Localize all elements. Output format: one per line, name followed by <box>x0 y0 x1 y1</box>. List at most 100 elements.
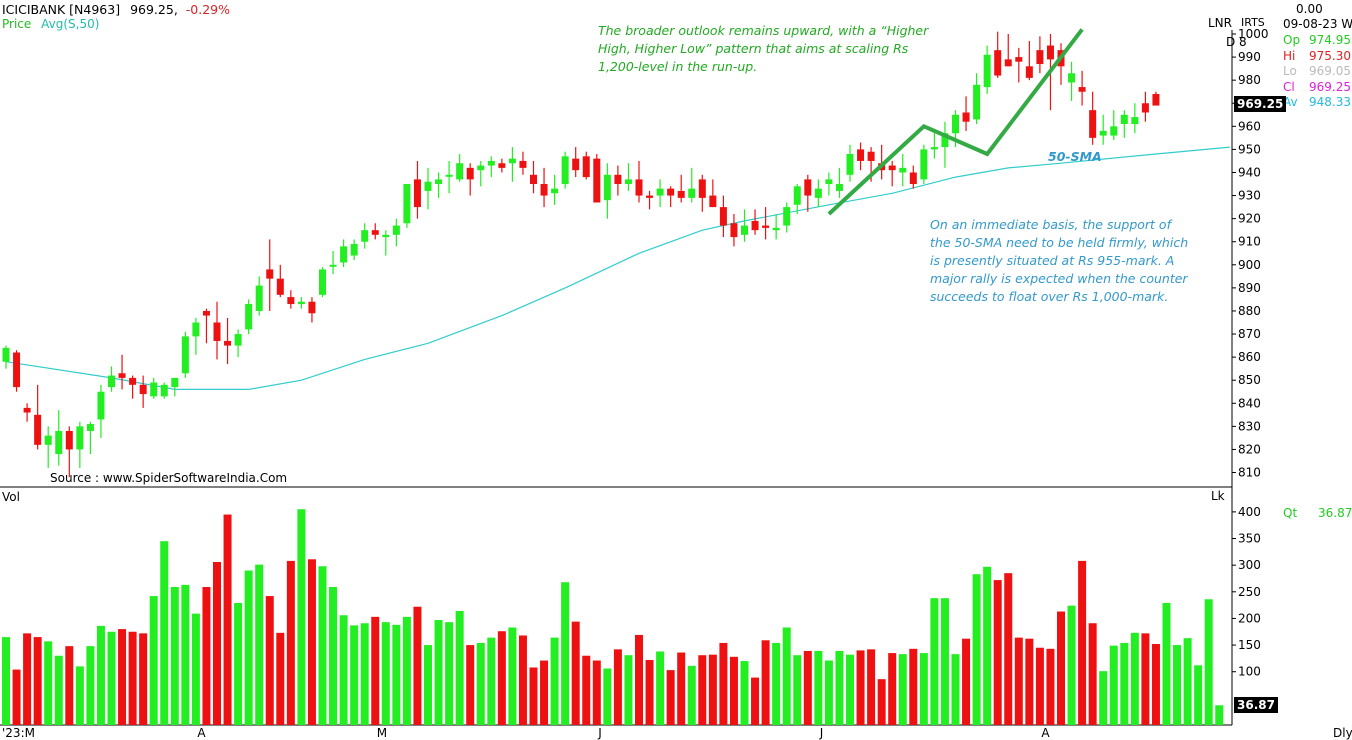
volume-tick-label: 200 <box>1238 611 1261 625</box>
candle-body <box>435 179 443 185</box>
candle-body <box>361 230 369 242</box>
candle-body <box>530 174 537 185</box>
candle-body <box>614 174 622 185</box>
avg-legend: Avg(S,50) <box>41 17 100 31</box>
volume-bar <box>1141 633 1150 725</box>
volume-tick-label: 150 <box>1238 638 1261 652</box>
volume-bar <box>413 606 422 725</box>
volume-tick-label: 350 <box>1238 532 1261 546</box>
candle-body <box>382 234 390 238</box>
candle-body <box>762 225 770 228</box>
volume-tick-label: 100 <box>1238 665 1261 679</box>
candle-body <box>1141 103 1149 113</box>
d8-label: D 8 <box>1226 35 1247 49</box>
candle-body <box>952 114 959 134</box>
volume-bar <box>698 655 707 725</box>
candle-body <box>44 435 52 445</box>
candle-body <box>667 188 675 196</box>
volume-bar <box>1099 671 1108 725</box>
candle-body <box>741 225 748 235</box>
candle-body <box>930 147 938 150</box>
candle-body <box>677 190 685 198</box>
volume-bar <box>592 660 601 725</box>
candle-body <box>1025 66 1033 78</box>
volume-bar <box>930 598 939 725</box>
volume-bar <box>656 651 665 725</box>
candle-body <box>1004 59 1012 67</box>
volume-bar <box>951 654 960 725</box>
volume-bar <box>23 633 32 725</box>
candle-body <box>424 181 432 191</box>
candle-body <box>804 179 812 196</box>
volume-bar <box>276 632 285 725</box>
volume-bar <box>318 566 327 725</box>
volume-bar <box>940 598 949 725</box>
volume-bar <box>751 677 760 725</box>
volume-bar <box>677 652 686 725</box>
volume-bar <box>107 631 116 725</box>
candle-body <box>1046 45 1054 60</box>
volume-bar <box>1109 645 1118 725</box>
sma-line <box>5 146 1230 390</box>
volume-bar <box>265 596 274 725</box>
candle-body <box>899 167 907 173</box>
volume-bar <box>708 654 717 725</box>
volume-bar <box>761 640 770 725</box>
candle-body <box>994 50 1002 76</box>
volume-bar <box>1194 665 1203 725</box>
candle-body <box>835 184 843 191</box>
volume-bar <box>244 570 253 725</box>
qt-label: Qt <box>1283 506 1298 520</box>
candle-body <box>635 179 643 196</box>
volume-bar <box>434 620 443 725</box>
ohlc-label: Op <box>1283 33 1301 47</box>
price-tick-label: 900 <box>1238 258 1261 272</box>
volume-bar <box>1173 645 1182 725</box>
candle-body <box>86 424 94 431</box>
candle-body <box>709 195 717 208</box>
ohlc-value: 948.33 <box>1309 95 1351 109</box>
candle-body <box>245 304 253 330</box>
lnr-label: LNR <box>1208 16 1232 30</box>
candle-body <box>730 223 738 238</box>
candle-body <box>508 158 516 164</box>
candle-body <box>814 188 822 198</box>
higher-high-pattern-line <box>827 28 1084 216</box>
volume-bar <box>213 561 221 725</box>
volume-bar <box>877 679 886 725</box>
ohlc-value: 975.30 <box>1309 48 1351 63</box>
percent-change: -0.29% <box>185 2 231 17</box>
volume-bar <box>455 610 464 725</box>
candle-body <box>941 133 949 148</box>
price-tick-label: 940 <box>1238 165 1261 179</box>
volume-bar <box>1057 611 1065 725</box>
volume-bar <box>888 653 897 725</box>
candle-body <box>171 377 179 388</box>
price-tick-label: 830 <box>1238 419 1261 433</box>
volume-bar <box>339 615 348 725</box>
volume-bar <box>687 665 696 725</box>
last-price: 969.25, <box>130 2 178 17</box>
candle-body <box>561 156 569 185</box>
candle-body <box>65 430 73 450</box>
volume-bar <box>1088 623 1097 725</box>
candle-body <box>519 160 527 168</box>
volume-bar <box>666 670 675 725</box>
volume-bar <box>1130 632 1139 725</box>
candle-body <box>825 179 833 185</box>
candle-body <box>1110 126 1118 136</box>
volume-bar <box>793 655 802 725</box>
candle-body <box>1120 114 1128 125</box>
candle-body <box>888 165 896 171</box>
candle-body <box>867 151 875 161</box>
volume-bar <box>202 587 211 725</box>
volume-bar <box>329 587 338 725</box>
candle-body <box>1015 57 1023 62</box>
candle-body <box>403 184 411 224</box>
candle-body <box>920 149 928 180</box>
price-tick-label: 910 <box>1238 235 1261 249</box>
price-tick-label: 990 <box>1238 50 1261 64</box>
volume-bar <box>909 648 918 725</box>
volume-bar <box>96 625 105 725</box>
